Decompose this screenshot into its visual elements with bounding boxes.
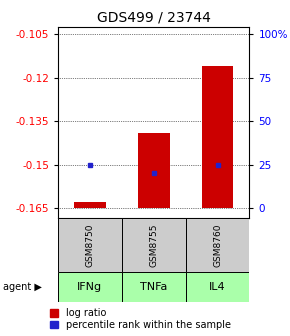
- Bar: [122, 218, 186, 272]
- Legend: log ratio, percentile rank within the sample: log ratio, percentile rank within the sa…: [48, 306, 233, 332]
- Text: GSM8750: GSM8750: [85, 223, 95, 267]
- Bar: [186, 218, 249, 272]
- Text: GSM8755: GSM8755: [149, 223, 158, 267]
- Title: GDS499 / 23744: GDS499 / 23744: [97, 10, 211, 24]
- Bar: [138, 133, 170, 208]
- Bar: [58, 272, 122, 302]
- Bar: [186, 272, 249, 302]
- Bar: [202, 66, 233, 208]
- Text: TNFa: TNFa: [140, 282, 167, 292]
- Text: GSM8760: GSM8760: [213, 223, 222, 267]
- Bar: [58, 218, 122, 272]
- Text: IFNg: IFNg: [77, 282, 102, 292]
- Text: agent ▶: agent ▶: [3, 282, 42, 292]
- Bar: [74, 203, 106, 208]
- Bar: [122, 272, 186, 302]
- Text: IL4: IL4: [209, 282, 226, 292]
